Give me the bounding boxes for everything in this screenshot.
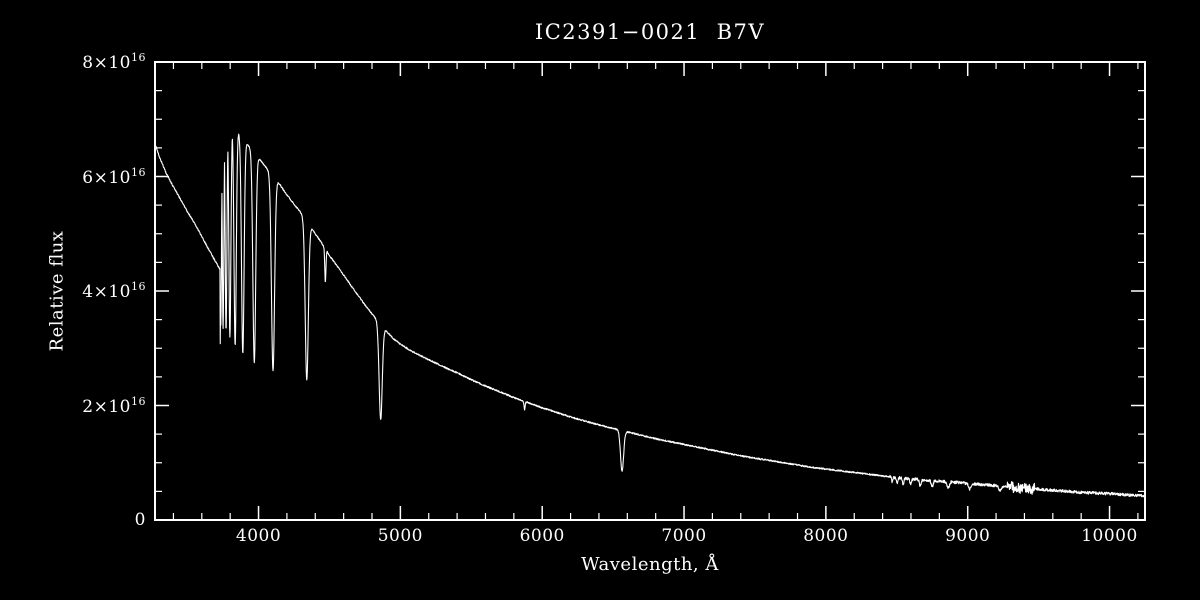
y-tick-label: 2×1016 [82,394,146,417]
y-tick-label: 8×1016 [82,51,146,73]
x-tick-label: 7000 [661,526,707,546]
y-tick-label: 6×1016 [82,165,146,188]
x-axis-label: Wavelength, Å [581,554,719,575]
x-tick-label: 8000 [803,526,849,546]
plot-border [154,61,1146,521]
x-tick-label: 5000 [377,526,423,546]
x-tick-label: 4000 [235,526,282,546]
spectrum-line [154,133,1146,498]
x-tick-label: 9000 [945,526,991,546]
y-tick-label: 4×1016 [82,280,146,302]
y-tick-label: 0 [134,510,146,530]
chart-title: IC2391−0021 B7V [534,20,766,44]
x-tick-label: 6000 [519,526,565,546]
x-tick-label: 10000 [1081,526,1138,546]
